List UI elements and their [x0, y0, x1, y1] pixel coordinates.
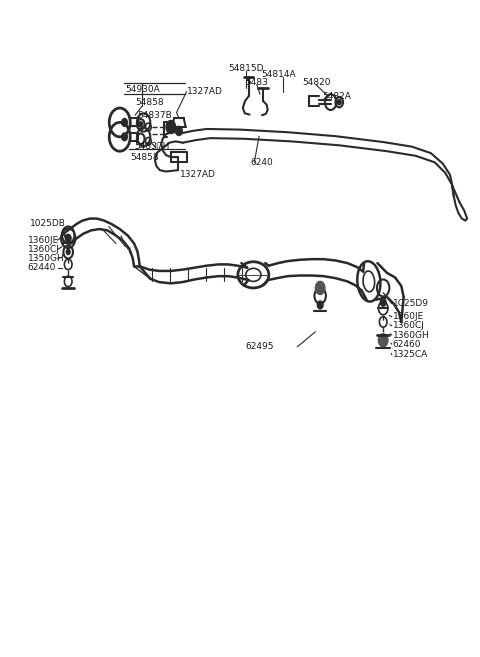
Text: L: L — [156, 143, 160, 152]
Text: 54815D: 54815D — [228, 64, 264, 74]
Text: 1327AD: 1327AD — [180, 170, 216, 179]
Circle shape — [317, 301, 323, 309]
Text: 54820: 54820 — [302, 78, 331, 87]
Text: 1350GH: 1350GH — [28, 254, 64, 263]
Circle shape — [121, 118, 127, 126]
Circle shape — [66, 250, 70, 254]
Circle shape — [139, 122, 143, 127]
Text: 54930A: 54930A — [125, 85, 159, 94]
Text: 62495: 62495 — [246, 342, 275, 351]
Text: 54858: 54858 — [130, 152, 159, 162]
Text: 5483: 5483 — [245, 78, 268, 87]
Circle shape — [380, 298, 386, 306]
Text: 54858: 54858 — [135, 99, 164, 107]
Text: 1360GH: 1360GH — [393, 330, 430, 340]
Text: 1325CA: 1325CA — [393, 350, 428, 359]
Text: 6240: 6240 — [251, 158, 273, 167]
Circle shape — [378, 334, 388, 347]
Circle shape — [337, 99, 341, 104]
Circle shape — [121, 133, 127, 141]
Text: 62440: 62440 — [28, 263, 56, 272]
Circle shape — [176, 126, 182, 135]
Circle shape — [166, 120, 176, 133]
Circle shape — [65, 235, 71, 242]
Text: 1025DB: 1025DB — [30, 219, 66, 229]
Text: 1327AD: 1327AD — [187, 87, 222, 96]
Text: 54814A: 54814A — [261, 70, 296, 79]
Text: 62460: 62460 — [393, 340, 421, 349]
Text: 1360JE: 1360JE — [393, 312, 424, 321]
Text: 54837B: 54837B — [137, 112, 172, 120]
Text: 1360CJ: 1360CJ — [28, 245, 60, 254]
Text: 54837H: 54837H — [134, 142, 169, 151]
Text: 1C25D9: 1C25D9 — [393, 299, 429, 308]
Circle shape — [315, 281, 325, 294]
Text: 5482A: 5482A — [322, 93, 351, 101]
Text: 1360JE: 1360JE — [28, 236, 59, 244]
Text: 1360CJ: 1360CJ — [393, 321, 425, 330]
